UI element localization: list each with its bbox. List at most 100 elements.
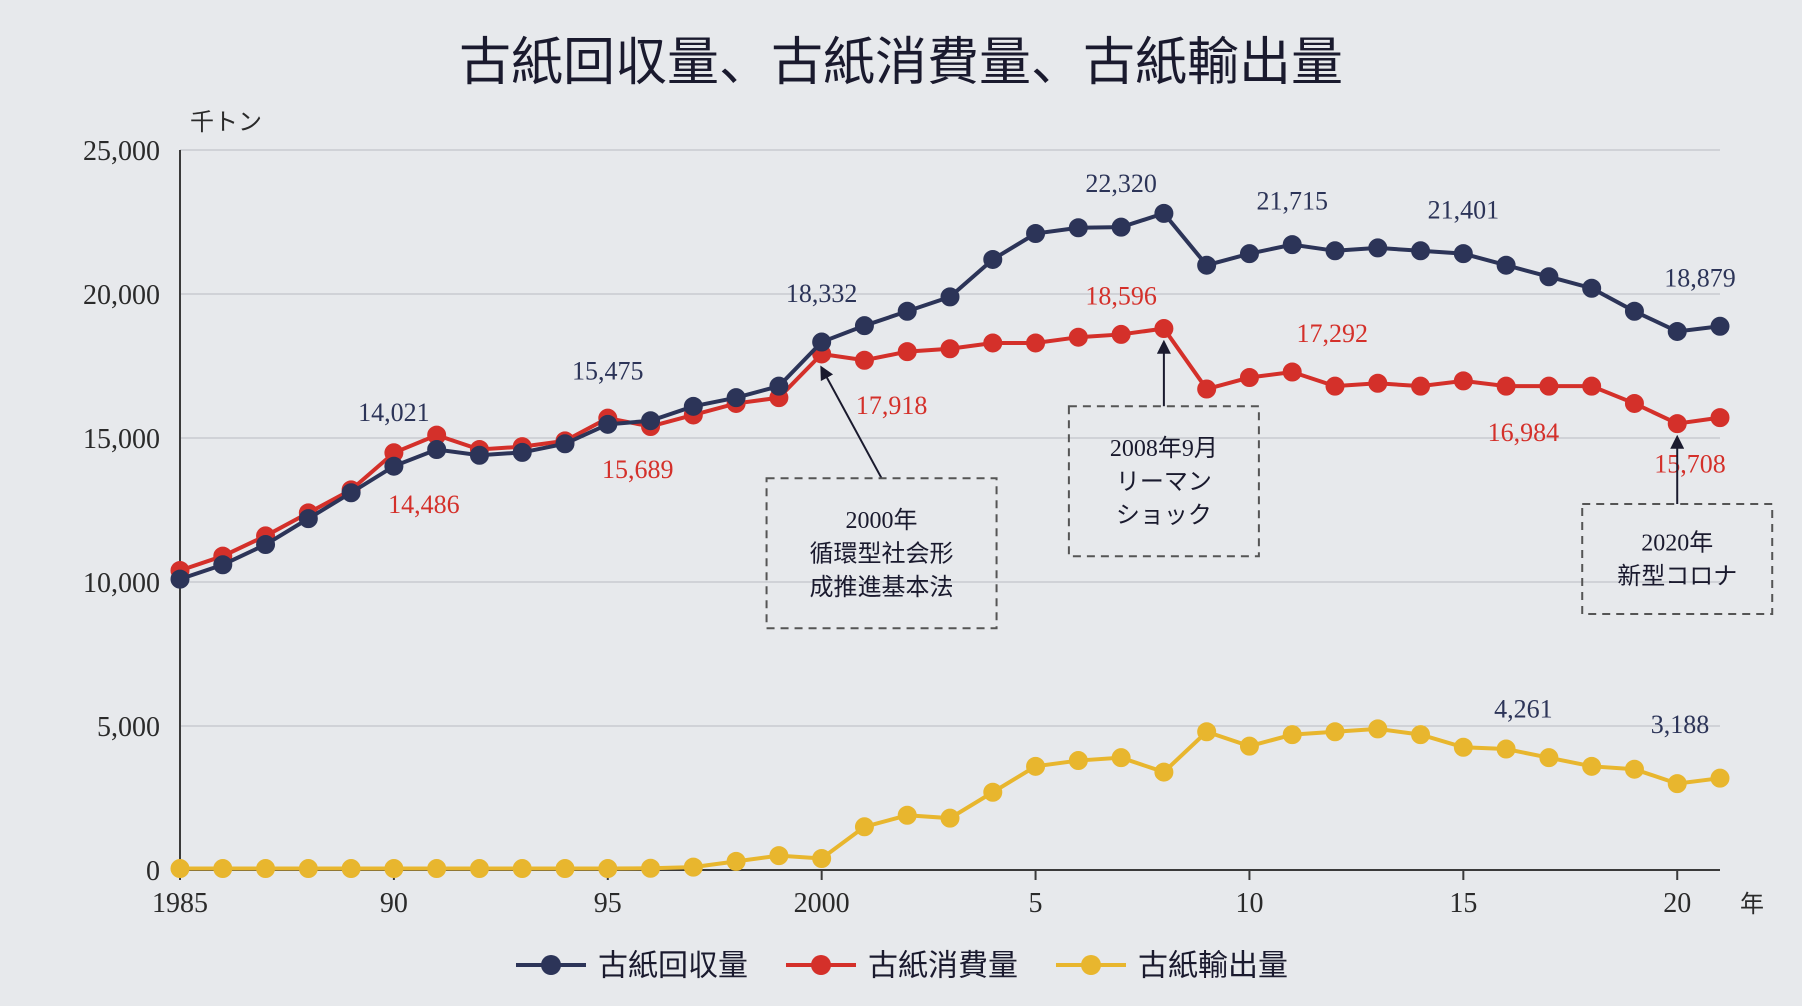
x-tick-label: 90 <box>380 888 408 919</box>
series-marker-collection <box>1240 245 1258 263</box>
series-marker-consumption <box>1454 372 1472 390</box>
series-marker-collection <box>1326 242 1344 260</box>
data-label: 3,188 <box>1651 710 1710 739</box>
series-marker-exports <box>1240 737 1258 755</box>
data-label: 18,879 <box>1664 263 1736 292</box>
series-marker-collection <box>428 441 446 459</box>
series-marker-collection <box>770 377 788 395</box>
series-marker-exports <box>642 859 660 877</box>
series-marker-collection <box>1583 279 1601 297</box>
series-marker-collection <box>1283 236 1301 254</box>
series-marker-collection <box>941 288 959 306</box>
series-marker-exports <box>1412 726 1430 744</box>
series-marker-consumption <box>1326 377 1344 395</box>
data-label: 18,596 <box>1085 281 1157 310</box>
series-marker-consumption <box>1540 377 1558 395</box>
x-tick-label: 20 <box>1663 888 1691 919</box>
series-marker-exports <box>428 860 446 878</box>
annotation-text: 2008年9月 <box>1110 435 1218 462</box>
series-marker-collection <box>385 457 403 475</box>
series-marker-collection <box>1668 322 1686 340</box>
x-tick-label: 2000 <box>794 888 850 919</box>
series-marker-exports <box>214 860 232 878</box>
data-label: 14,021 <box>358 398 430 427</box>
series-marker-collection <box>1198 256 1216 274</box>
series-marker-consumption <box>1112 325 1130 343</box>
data-label: 22,320 <box>1085 169 1157 198</box>
y-tick-label: 20,000 <box>83 280 160 311</box>
series-marker-collection <box>642 412 660 430</box>
legend-marker-consumption <box>811 955 831 975</box>
series-marker-exports <box>941 809 959 827</box>
annotation-text: 循環型社会形 <box>810 541 954 568</box>
series-marker-exports <box>855 818 873 836</box>
line-chart: 古紙回収量、古紙消費量、古紙輸出量05,00010,00015,00020,00… <box>0 0 1802 1006</box>
series-marker-exports <box>813 849 831 867</box>
series-marker-consumption <box>1583 377 1601 395</box>
series-marker-collection <box>1497 256 1515 274</box>
x-tick-label: 95 <box>594 888 622 919</box>
series-marker-exports <box>898 806 916 824</box>
series-marker-exports <box>1497 740 1515 758</box>
series-marker-consumption <box>1497 377 1515 395</box>
series-marker-exports <box>1326 723 1344 741</box>
data-label: 15,689 <box>602 455 674 484</box>
series-marker-exports <box>1112 749 1130 767</box>
x-unit-label: 年 <box>1740 891 1764 918</box>
series-marker-exports <box>599 860 617 878</box>
legend-label-collection: 古紙回収量 <box>598 950 748 983</box>
series-marker-exports <box>1283 726 1301 744</box>
annotation-text: 2020年 <box>1641 530 1713 557</box>
annotation-text: 2000年 <box>846 507 918 534</box>
series-marker-exports <box>1198 723 1216 741</box>
legend-marker-collection <box>541 955 561 975</box>
series-marker-collection <box>171 570 189 588</box>
x-tick-label: 15 <box>1449 888 1477 919</box>
series-marker-collection <box>1454 245 1472 263</box>
annotation-text: リーマン <box>1116 470 1212 496</box>
series-marker-collection <box>898 302 916 320</box>
series-marker-consumption <box>941 340 959 358</box>
series-marker-consumption <box>898 343 916 361</box>
series-marker-exports <box>1155 763 1173 781</box>
series-marker-collection <box>855 317 873 335</box>
data-label: 4,261 <box>1494 694 1553 723</box>
series-marker-consumption <box>1198 380 1216 398</box>
series-marker-consumption <box>1369 374 1387 392</box>
series-marker-exports <box>1711 769 1729 787</box>
data-label: 15,708 <box>1654 450 1726 479</box>
series-marker-collection <box>727 389 745 407</box>
chart-title: 古紙回収量、古紙消費量、古紙輸出量 <box>459 35 1343 92</box>
y-tick-label: 5,000 <box>97 712 160 743</box>
series-marker-collection <box>984 250 1002 268</box>
series-marker-exports <box>1454 738 1472 756</box>
series-marker-consumption <box>1069 328 1087 346</box>
series-marker-consumption <box>1240 369 1258 387</box>
series-marker-exports <box>513 860 531 878</box>
series-marker-exports <box>342 860 360 878</box>
series-marker-exports <box>1027 757 1045 775</box>
series-marker-consumption <box>1625 394 1643 412</box>
series-marker-consumption <box>1027 334 1045 352</box>
data-label: 17,292 <box>1296 319 1368 348</box>
annotation-text: 新型コロナ <box>1617 563 1737 590</box>
series-marker-exports <box>727 852 745 870</box>
series-marker-exports <box>1369 720 1387 738</box>
x-tick-label: 5 <box>1029 888 1043 919</box>
series-marker-collection <box>257 536 275 554</box>
series-marker-consumption <box>1668 415 1686 433</box>
x-tick-label: 10 <box>1235 888 1263 919</box>
series-marker-collection <box>342 484 360 502</box>
series-marker-collection <box>1112 218 1130 236</box>
data-label: 18,332 <box>786 279 858 308</box>
x-tick-label: 1985 <box>152 888 208 919</box>
series-marker-exports <box>1540 749 1558 767</box>
data-label: 14,486 <box>388 490 460 519</box>
series-marker-collection <box>214 556 232 574</box>
data-label: 16,984 <box>1488 418 1560 447</box>
series-marker-exports <box>770 847 788 865</box>
series-marker-collection <box>1069 219 1087 237</box>
series-marker-exports <box>984 783 1002 801</box>
series-marker-consumption <box>1711 409 1729 427</box>
y-unit-label: 千トン <box>190 109 262 136</box>
